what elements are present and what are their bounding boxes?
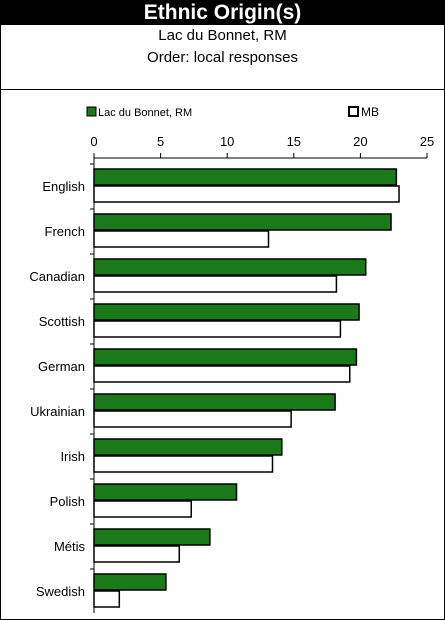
legend-swatch-local bbox=[86, 106, 97, 117]
legend-swatch-mb bbox=[348, 106, 359, 117]
bar-local bbox=[93, 213, 392, 231]
bar-mb bbox=[93, 590, 121, 608]
bar-local bbox=[93, 258, 367, 276]
x-tick-label: 15 bbox=[287, 134, 301, 149]
category-label: Canadian bbox=[29, 269, 85, 284]
x-tick-label: 20 bbox=[353, 134, 367, 149]
bar-local bbox=[93, 483, 238, 501]
bar-mb bbox=[93, 365, 351, 383]
bar-local bbox=[93, 348, 358, 366]
legend-label-mb: MB bbox=[361, 105, 379, 119]
category-label: German bbox=[38, 359, 85, 374]
category-label: Irish bbox=[60, 449, 85, 464]
bar-mb bbox=[93, 320, 342, 338]
chart-subtitle-order: Order: local responses bbox=[147, 49, 298, 66]
bar-local bbox=[93, 528, 211, 546]
bar-local bbox=[93, 393, 336, 411]
bar-local bbox=[93, 303, 360, 321]
category-label: Scottish bbox=[39, 314, 85, 329]
bar-mb bbox=[93, 500, 192, 518]
header-divider bbox=[1, 89, 444, 90]
bar-local bbox=[93, 573, 167, 591]
bar-mb bbox=[93, 545, 180, 563]
category-label: Polish bbox=[50, 494, 85, 509]
bar-mb bbox=[93, 185, 400, 203]
category-label: English bbox=[42, 179, 85, 194]
category-label: Swedish bbox=[36, 584, 85, 599]
category-label: Ukrainian bbox=[30, 404, 85, 419]
x-tick-label: 10 bbox=[220, 134, 234, 149]
x-tick-label: 0 bbox=[90, 134, 97, 149]
bar-mb bbox=[93, 410, 292, 428]
chart-title: Ethnic Origin(s) bbox=[1, 1, 444, 25]
bar-mb bbox=[93, 275, 338, 293]
category-label: Métis bbox=[54, 539, 86, 554]
legend-label-local: Lac du Bonnet, RM bbox=[98, 107, 192, 119]
category-label: French bbox=[45, 224, 85, 239]
x-tick-label: 25 bbox=[420, 134, 434, 149]
bar-mb bbox=[93, 455, 274, 473]
bar-local bbox=[93, 438, 283, 456]
chart-subtitle-location: Lac du Bonnet, RM bbox=[158, 27, 287, 44]
x-tick-label: 5 bbox=[157, 134, 164, 149]
bar-local bbox=[93, 168, 398, 186]
bar-mb bbox=[93, 230, 270, 248]
